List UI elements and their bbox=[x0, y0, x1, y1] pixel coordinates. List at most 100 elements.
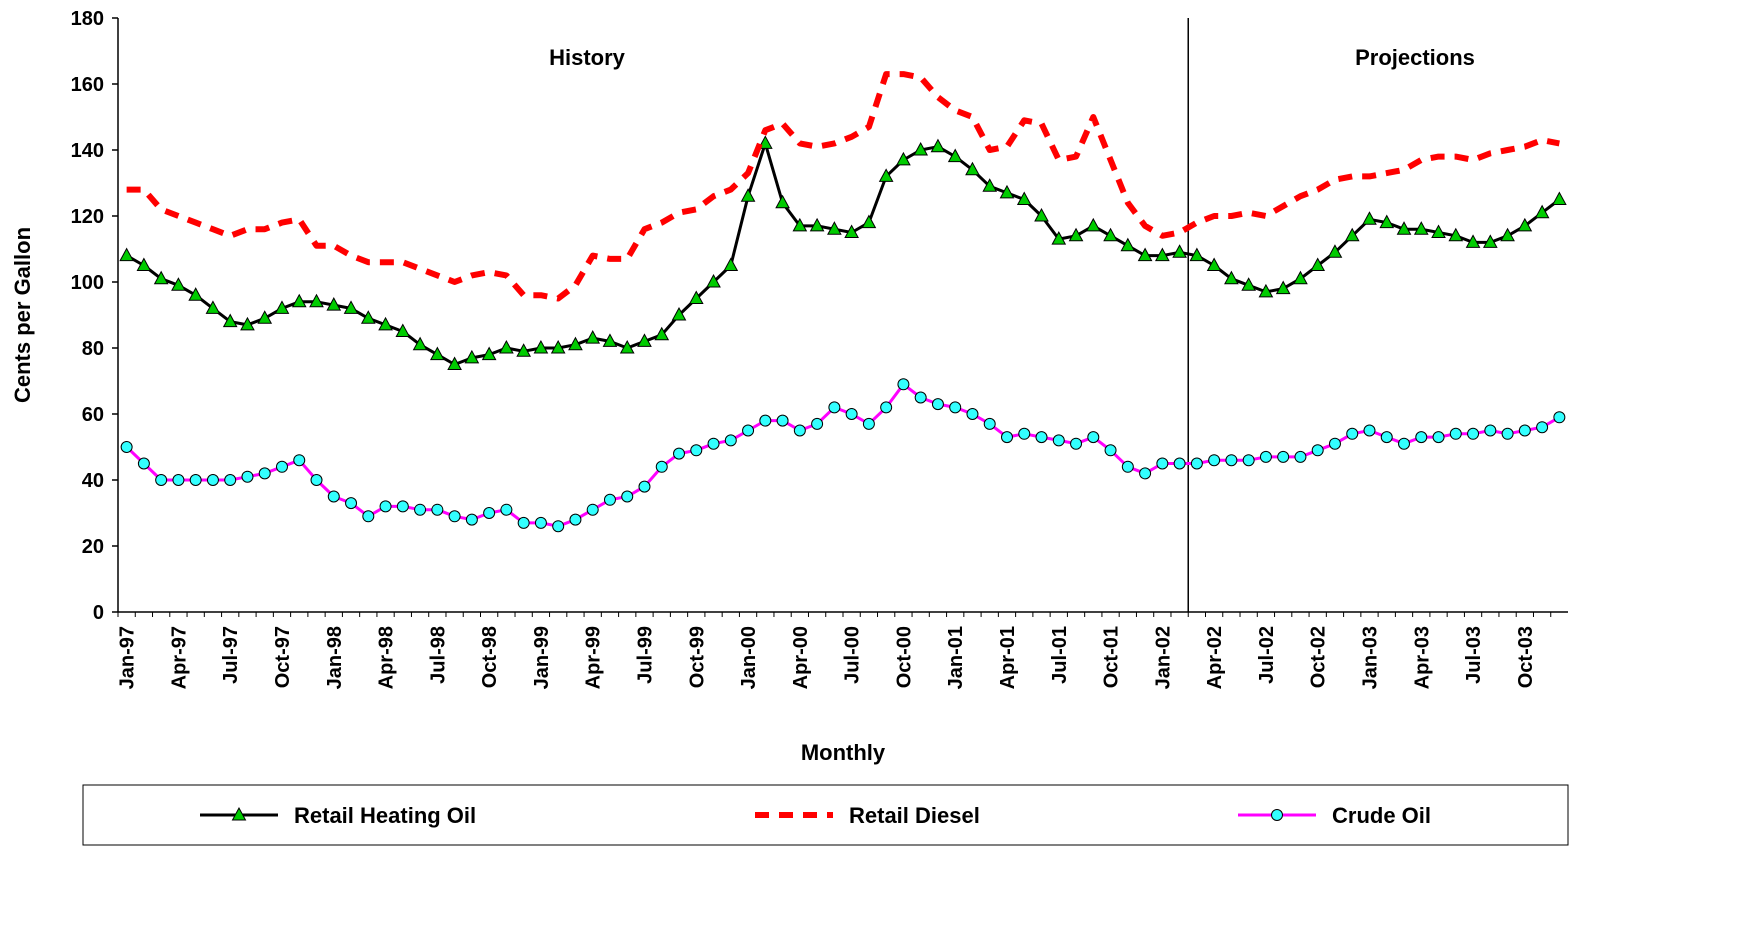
marker bbox=[861, 214, 877, 229]
marker bbox=[257, 310, 273, 324]
annotation: History bbox=[549, 45, 626, 70]
marker bbox=[914, 391, 927, 404]
marker bbox=[1085, 217, 1101, 232]
marker bbox=[1482, 234, 1498, 248]
marker bbox=[483, 507, 496, 519]
x-tick-label: Jul-03 bbox=[1463, 626, 1485, 684]
marker bbox=[1035, 431, 1048, 444]
marker bbox=[465, 513, 478, 526]
x-tick-label: Oct-02 bbox=[1308, 626, 1330, 688]
marker bbox=[1189, 247, 1205, 262]
marker bbox=[516, 343, 531, 357]
y-tick-label: 160 bbox=[71, 74, 104, 96]
marker bbox=[1467, 427, 1480, 440]
x-tick-label: Oct-01 bbox=[1101, 626, 1123, 688]
marker bbox=[326, 297, 342, 311]
marker bbox=[222, 313, 238, 328]
x-tick-label: Apr-03 bbox=[1411, 626, 1433, 689]
marker bbox=[1051, 231, 1067, 245]
marker bbox=[1500, 227, 1515, 242]
marker bbox=[309, 293, 324, 308]
marker bbox=[1052, 434, 1065, 447]
x-tick-label: Apr-97 bbox=[168, 626, 190, 689]
marker bbox=[1018, 427, 1031, 440]
marker bbox=[1293, 270, 1308, 285]
marker bbox=[274, 300, 290, 314]
marker bbox=[120, 441, 133, 453]
marker bbox=[1380, 431, 1393, 444]
marker bbox=[1398, 437, 1411, 450]
marker bbox=[1225, 454, 1238, 467]
legend-marker bbox=[231, 806, 247, 821]
marker bbox=[171, 277, 186, 291]
marker bbox=[793, 424, 806, 437]
marker bbox=[481, 346, 497, 361]
marker bbox=[1139, 467, 1152, 480]
marker bbox=[1208, 454, 1221, 467]
marker bbox=[1536, 421, 1549, 434]
marker bbox=[862, 417, 875, 430]
marker bbox=[1121, 460, 1134, 473]
marker bbox=[1363, 424, 1376, 437]
marker bbox=[1068, 227, 1084, 242]
marker bbox=[1070, 437, 1083, 450]
marker bbox=[878, 168, 894, 182]
marker bbox=[412, 336, 428, 351]
marker bbox=[1415, 431, 1428, 444]
marker bbox=[930, 138, 946, 153]
legend-box bbox=[82, 784, 1569, 846]
marker bbox=[1224, 270, 1239, 285]
x-tick-label: Jan-03 bbox=[1359, 626, 1381, 689]
marker bbox=[500, 503, 513, 516]
x-tick-label: Jan-00 bbox=[738, 626, 760, 689]
marker bbox=[983, 417, 996, 430]
marker bbox=[345, 497, 358, 510]
marker bbox=[550, 339, 566, 354]
marker bbox=[1362, 211, 1377, 225]
marker bbox=[205, 300, 221, 314]
marker bbox=[707, 437, 720, 450]
marker bbox=[1449, 427, 1462, 440]
marker bbox=[1413, 221, 1429, 235]
y-tick-label: 0 bbox=[93, 602, 104, 624]
marker bbox=[740, 188, 756, 202]
marker bbox=[1156, 457, 1169, 470]
marker bbox=[586, 503, 599, 516]
marker bbox=[1517, 217, 1533, 232]
marker bbox=[1137, 247, 1153, 262]
marker bbox=[310, 474, 323, 486]
marker bbox=[188, 287, 204, 301]
marker bbox=[638, 480, 651, 493]
marker bbox=[499, 339, 514, 354]
marker bbox=[343, 300, 359, 314]
y-tick-label: 100 bbox=[71, 272, 104, 294]
marker bbox=[671, 306, 687, 321]
marker bbox=[1190, 457, 1203, 470]
marker bbox=[430, 346, 445, 361]
x-tick-label: Oct-03 bbox=[1515, 626, 1537, 688]
marker bbox=[913, 141, 929, 156]
marker bbox=[155, 474, 168, 486]
x-tick-label: Oct-97 bbox=[272, 626, 294, 688]
marker bbox=[1016, 191, 1032, 205]
x-tick-label: Jan-01 bbox=[945, 626, 967, 689]
marker bbox=[327, 490, 340, 503]
x-tick-label: Jan-97 bbox=[117, 626, 139, 689]
marker bbox=[395, 323, 411, 337]
marker bbox=[1258, 283, 1274, 298]
marker bbox=[654, 326, 670, 341]
marker bbox=[517, 516, 530, 529]
marker bbox=[759, 414, 772, 427]
legend-label: Crude Oil bbox=[1332, 803, 1431, 828]
x-tick-label: Oct-99 bbox=[686, 626, 708, 688]
x-axis-label: Monthly bbox=[801, 740, 886, 765]
marker bbox=[897, 378, 910, 391]
marker bbox=[1501, 427, 1514, 440]
marker bbox=[1484, 424, 1497, 437]
marker bbox=[1327, 244, 1343, 258]
marker bbox=[137, 457, 150, 470]
marker bbox=[1379, 214, 1395, 229]
marker bbox=[603, 493, 616, 506]
marker bbox=[1518, 424, 1531, 437]
marker bbox=[1310, 257, 1326, 271]
